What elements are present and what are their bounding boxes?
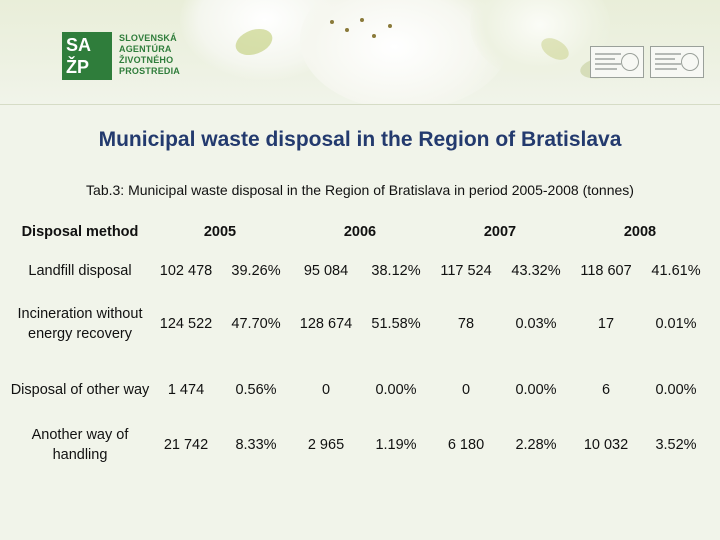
- percent-cell: 1.19%: [375, 436, 417, 453]
- stamen-decoration: [360, 18, 364, 22]
- column-header-year: 2006: [343, 224, 377, 240]
- percent-cell: 0.00%: [375, 382, 417, 398]
- tonnes-cell: 21 742: [163, 436, 209, 453]
- percent-cell: 0.56%: [235, 382, 277, 398]
- tonnes-cell: 6: [601, 382, 611, 398]
- table-row: Disposal of other way 1 474 0.56% 0 0.00…: [10, 364, 710, 416]
- row-label: Incineration without energy recovery: [17, 306, 143, 342]
- tonnes-cell: 118 607: [580, 262, 632, 279]
- percent-cell: 39.26%: [231, 262, 281, 279]
- tonnes-cell: 117 524: [440, 262, 492, 279]
- page-title: Municipal waste disposal in the Region o…: [98, 128, 622, 151]
- percent-cell: 51.58%: [371, 316, 421, 332]
- percent-cell: 0.00%: [515, 382, 557, 398]
- table-header-row: Disposal method 2005 2006 2007 2008: [10, 207, 710, 257]
- percent-cell: 0.00%: [655, 382, 697, 398]
- percent-cell: 2.28%: [515, 436, 557, 453]
- table-row: Another way of handling 21 742 8.33% 2 9…: [10, 416, 710, 473]
- agency-name-line: ŽIVOTNÉHO: [119, 55, 174, 65]
- column-header-year: 2005: [203, 224, 237, 240]
- percent-cell: 47.70%: [231, 316, 281, 332]
- stamen-decoration: [330, 20, 334, 24]
- table-row: Landfill disposal 102 478 39.26% 95 084 …: [10, 257, 710, 284]
- stamen-decoration: [372, 34, 376, 38]
- percent-cell: 0.03%: [515, 316, 557, 332]
- header-banner: SA ŽP SLOVENSKÁ AGENTÚRA ŽIVOTNÉHO PROST…: [0, 0, 720, 105]
- agency-name: SLOVENSKÁ AGENTÚRA ŽIVOTNÉHO PROSTREDIA: [119, 33, 199, 77]
- column-header-year: 2007: [483, 224, 517, 240]
- tonnes-cell: 102 478: [159, 262, 213, 279]
- tonnes-cell: 95 084: [303, 262, 349, 279]
- tonnes-cell: 0: [461, 382, 471, 398]
- column-header-year: 2008: [623, 224, 657, 240]
- tonnes-cell: 10 032: [583, 436, 629, 453]
- certificate-badge-icon: [650, 46, 704, 78]
- agency-logo-icon: SA ŽP: [62, 32, 112, 80]
- stamen-decoration: [388, 24, 392, 28]
- header-divider: [0, 104, 720, 105]
- percent-cell: 41.61%: [651, 262, 701, 279]
- tonnes-cell: 0: [321, 382, 331, 398]
- certificate-badge-icon: [590, 46, 644, 78]
- logo-mark-bottom: ŽP: [66, 57, 90, 77]
- tonnes-cell: 2 965: [307, 436, 345, 453]
- stamen-decoration: [345, 28, 349, 32]
- percent-cell: 3.52%: [655, 436, 697, 453]
- tonnes-cell: 78: [457, 316, 475, 332]
- column-header-method: Disposal method: [21, 224, 139, 240]
- table-row: Incineration without energy recovery 124…: [10, 284, 710, 364]
- tonnes-cell: 124 522: [159, 316, 213, 332]
- agency-name-line: AGENTÚRA: [119, 44, 172, 54]
- percent-cell: 43.32%: [511, 262, 561, 279]
- tonnes-cell: 6 180: [447, 436, 485, 453]
- row-label: Landfill disposal: [28, 262, 132, 279]
- waste-disposal-table: Disposal method 2005 2006 2007 2008 Land…: [10, 207, 710, 473]
- row-label: Another way of handling: [31, 426, 129, 463]
- percent-cell: 0.01%: [655, 316, 697, 332]
- agency-name-line: PROSTREDIA: [119, 66, 181, 76]
- tonnes-cell: 128 674: [299, 316, 353, 332]
- percent-cell: 38.12%: [371, 262, 421, 279]
- percent-cell: 8.33%: [235, 436, 277, 453]
- table-caption: Tab.3: Municipal waste disposal in the R…: [86, 182, 634, 198]
- tonnes-cell: 17: [597, 316, 615, 332]
- logo-mark-top: SA: [66, 35, 92, 55]
- row-label: Disposal of other way: [10, 382, 150, 398]
- tonnes-cell: 1 474: [167, 382, 205, 398]
- agency-name-line: SLOVENSKÁ: [119, 33, 177, 43]
